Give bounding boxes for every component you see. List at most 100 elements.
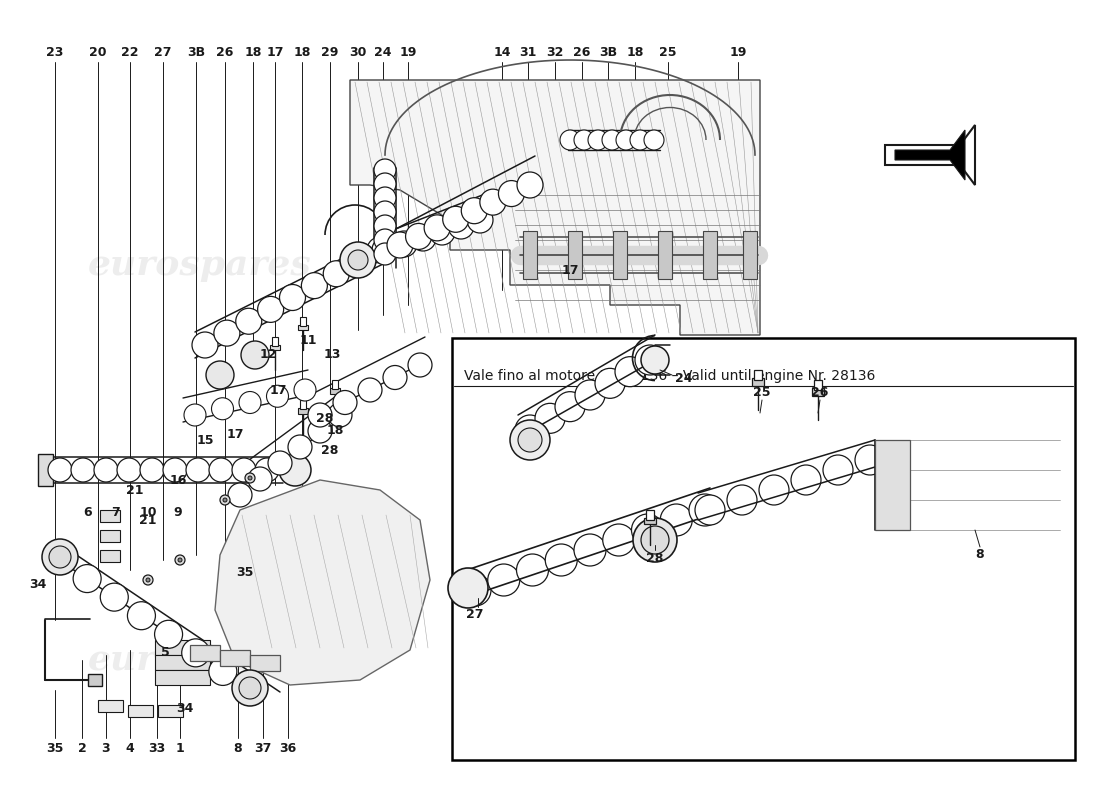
Circle shape	[759, 475, 789, 505]
Circle shape	[184, 404, 206, 426]
Text: 21: 21	[126, 483, 144, 497]
Text: 20: 20	[89, 46, 107, 58]
Circle shape	[340, 242, 376, 278]
Text: 3: 3	[101, 742, 110, 754]
Circle shape	[602, 130, 621, 150]
Text: 37: 37	[254, 742, 272, 754]
Text: 13: 13	[323, 349, 341, 362]
Circle shape	[178, 558, 182, 562]
Bar	[155, 670, 210, 685]
Text: 27: 27	[466, 609, 484, 622]
Text: 30: 30	[350, 46, 366, 58]
Bar	[250, 655, 280, 671]
Circle shape	[689, 494, 720, 526]
Circle shape	[248, 467, 272, 491]
Circle shape	[372, 237, 398, 263]
Circle shape	[448, 568, 488, 608]
Bar	[220, 650, 250, 666]
Bar	[88, 674, 102, 686]
Bar	[155, 655, 210, 670]
Bar	[330, 388, 340, 394]
Circle shape	[182, 639, 210, 667]
Text: 18: 18	[626, 46, 644, 58]
Circle shape	[358, 378, 382, 402]
Text: 36: 36	[279, 742, 297, 754]
Circle shape	[855, 445, 886, 475]
Circle shape	[206, 361, 234, 389]
Bar	[703, 231, 717, 279]
Text: 14: 14	[493, 46, 510, 58]
Circle shape	[406, 223, 431, 250]
Circle shape	[333, 390, 358, 414]
Bar	[658, 231, 672, 279]
Text: eurospares: eurospares	[538, 248, 762, 282]
Circle shape	[345, 249, 371, 275]
Text: 34: 34	[30, 578, 46, 591]
Circle shape	[575, 380, 605, 410]
Circle shape	[390, 231, 417, 257]
Circle shape	[641, 346, 669, 374]
Text: 28: 28	[321, 443, 339, 457]
Bar	[100, 530, 120, 542]
Circle shape	[461, 198, 487, 224]
Circle shape	[459, 574, 491, 606]
Circle shape	[48, 458, 72, 482]
Circle shape	[374, 243, 396, 265]
Circle shape	[328, 403, 352, 427]
Text: 3B: 3B	[598, 46, 617, 58]
Bar	[39, 454, 53, 486]
Polygon shape	[214, 480, 430, 685]
Bar	[522, 231, 537, 279]
Circle shape	[367, 237, 393, 263]
Text: 9: 9	[174, 506, 183, 518]
Circle shape	[279, 285, 306, 310]
Polygon shape	[886, 125, 975, 185]
Text: 24: 24	[675, 371, 693, 385]
Circle shape	[515, 415, 544, 445]
Circle shape	[374, 215, 396, 237]
Circle shape	[50, 546, 72, 568]
Circle shape	[630, 130, 650, 150]
Circle shape	[209, 658, 236, 686]
Circle shape	[268, 451, 292, 475]
Polygon shape	[350, 80, 760, 335]
Circle shape	[223, 498, 227, 502]
Text: 24: 24	[374, 46, 392, 58]
Bar	[568, 231, 582, 279]
Text: 23: 23	[46, 46, 64, 58]
Circle shape	[143, 575, 153, 585]
Circle shape	[487, 564, 519, 596]
Text: 6: 6	[84, 506, 92, 518]
Circle shape	[556, 392, 585, 422]
Circle shape	[155, 620, 183, 648]
Text: 32: 32	[547, 46, 563, 58]
Circle shape	[387, 232, 412, 258]
Circle shape	[72, 458, 95, 482]
Circle shape	[374, 173, 396, 195]
Bar	[270, 345, 280, 350]
Bar	[300, 400, 306, 409]
Circle shape	[574, 534, 606, 566]
Circle shape	[220, 495, 230, 505]
Circle shape	[588, 130, 608, 150]
Text: 25: 25	[659, 46, 676, 58]
Circle shape	[727, 485, 757, 515]
Circle shape	[100, 583, 129, 611]
Circle shape	[279, 454, 311, 486]
Circle shape	[631, 514, 663, 546]
Circle shape	[615, 357, 645, 386]
Circle shape	[73, 565, 101, 593]
Circle shape	[255, 458, 279, 482]
Circle shape	[560, 130, 580, 150]
Circle shape	[574, 130, 594, 150]
Circle shape	[644, 130, 664, 150]
Circle shape	[209, 458, 233, 482]
Circle shape	[235, 308, 262, 334]
Text: eurospares: eurospares	[88, 643, 312, 677]
Circle shape	[448, 213, 474, 239]
Bar	[158, 705, 183, 717]
Text: 34: 34	[176, 702, 194, 714]
Circle shape	[192, 332, 218, 358]
Text: 17: 17	[266, 46, 284, 58]
Text: 4: 4	[125, 742, 134, 754]
